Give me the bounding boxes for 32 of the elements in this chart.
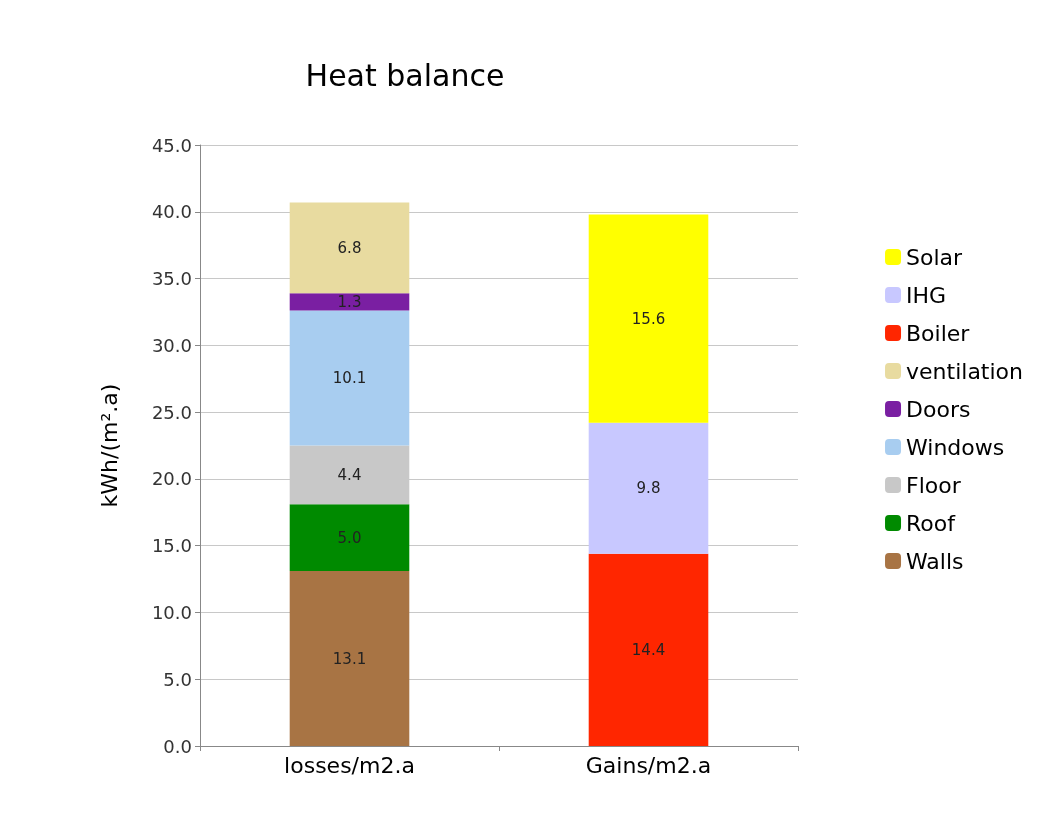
y-tick-label: 30.0 [151, 334, 192, 356]
y-tick-label: 20.0 [151, 468, 192, 490]
chart-title: Heat balance [305, 57, 505, 93]
legend-label: Walls [906, 548, 964, 574]
data-label: 5.0 [337, 528, 362, 547]
y-tick-label: 15.0 [151, 535, 192, 557]
legend-label: IHG [906, 282, 947, 308]
data-label: 4.4 [337, 465, 362, 484]
data-label: 13.1 [332, 649, 367, 668]
y-tick-label: 25.0 [151, 401, 192, 423]
legend-label: Solar [906, 244, 964, 270]
legend-label: Doors [906, 396, 971, 422]
data-label: 1.3 [337, 292, 362, 311]
legend-label: Floor [906, 472, 962, 498]
data-label: 6.8 [337, 238, 362, 257]
y-tick-label: 5.0 [163, 668, 192, 690]
y-tick-label: 40.0 [151, 201, 192, 223]
legend-label: Windows [906, 434, 1005, 460]
x-tick-label: Gains/m2.a [585, 752, 712, 778]
legend-label: Roof [906, 510, 957, 536]
x-tick-label: losses/m2.a [284, 752, 415, 778]
y-tick-label: 0.0 [163, 735, 192, 757]
data-label: 14.4 [631, 640, 666, 659]
y-axis-title: kWh/(m².a) [96, 383, 122, 508]
y-tick-label: 10.0 [151, 601, 192, 623]
y-tick-label: 45.0 [151, 134, 192, 156]
data-label: 9.8 [636, 479, 661, 498]
y-tick-label: 35.0 [151, 268, 192, 290]
legend-label: Boiler [906, 320, 971, 346]
data-label: 10.1 [332, 369, 367, 388]
legend-label: ventilation [906, 358, 1024, 384]
data-label: 15.6 [631, 309, 666, 328]
